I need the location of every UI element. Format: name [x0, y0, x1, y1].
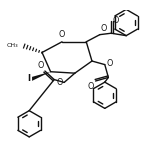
- Polygon shape: [32, 72, 51, 81]
- Text: O: O: [88, 82, 94, 91]
- Text: O: O: [57, 78, 63, 87]
- Text: O: O: [106, 59, 113, 68]
- Text: O: O: [37, 61, 43, 70]
- Text: O: O: [58, 30, 65, 39]
- Text: O: O: [101, 24, 107, 33]
- Text: I: I: [27, 74, 30, 83]
- Text: O: O: [113, 16, 119, 25]
- Text: CH₃: CH₃: [6, 43, 18, 48]
